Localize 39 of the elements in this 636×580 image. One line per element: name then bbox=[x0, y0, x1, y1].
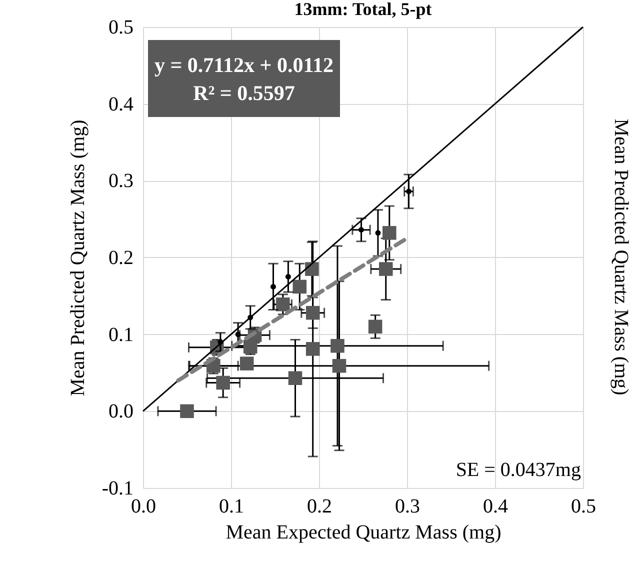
point bbox=[378, 262, 393, 276]
y-tick-label: 0.4 bbox=[108, 93, 134, 116]
y-tick-label: 0.2 bbox=[108, 247, 134, 269]
x-tick-label: 0.1 bbox=[219, 496, 244, 518]
y-tick-label: 0.1 bbox=[108, 324, 134, 346]
y2-axis-title: Mean Predicted Quartz Mass (mg) bbox=[610, 118, 632, 396]
annotation: y = 0.7112x + 0.0112 bbox=[153, 52, 335, 78]
point bbox=[292, 280, 307, 294]
x-axis-title: Mean Expected Quartz Mass (mg) bbox=[226, 522, 502, 544]
point bbox=[240, 356, 254, 370]
point bbox=[288, 371, 302, 386]
y-tick-label: 0.3 bbox=[108, 170, 134, 192]
annotation: SE = 0.0437mg bbox=[456, 459, 581, 481]
x-tick-label: 0.0 bbox=[131, 496, 156, 518]
point bbox=[368, 320, 382, 334]
point bbox=[216, 376, 230, 390]
point bbox=[358, 227, 364, 233]
y-tick-label: -0.1 bbox=[102, 478, 134, 500]
point bbox=[306, 342, 320, 356]
x-tick-label: 0.4 bbox=[483, 496, 508, 518]
x-tick-label: 0.2 bbox=[307, 496, 332, 518]
y-tick-label: 0.5 bbox=[108, 16, 134, 38]
y-axis-title: Mean Predicted Quartz Mass (mg) bbox=[66, 120, 89, 396]
x-tick-label: 0.3 bbox=[395, 496, 420, 518]
chart-title: 13mm: Total, 5-pt bbox=[294, 0, 432, 19]
point bbox=[180, 404, 194, 418]
point bbox=[382, 226, 396, 240]
point bbox=[306, 306, 320, 320]
point bbox=[276, 297, 290, 312]
point bbox=[305, 262, 319, 276]
x-tick-label: 0.5 bbox=[571, 496, 596, 518]
y-tick-label: 0.0 bbox=[108, 400, 134, 423]
point bbox=[270, 284, 276, 290]
point bbox=[285, 274, 291, 280]
point bbox=[332, 358, 346, 373]
annotation: R² = 0.5597 bbox=[192, 80, 296, 106]
point bbox=[375, 230, 381, 236]
point bbox=[235, 332, 241, 338]
point bbox=[330, 338, 344, 353]
